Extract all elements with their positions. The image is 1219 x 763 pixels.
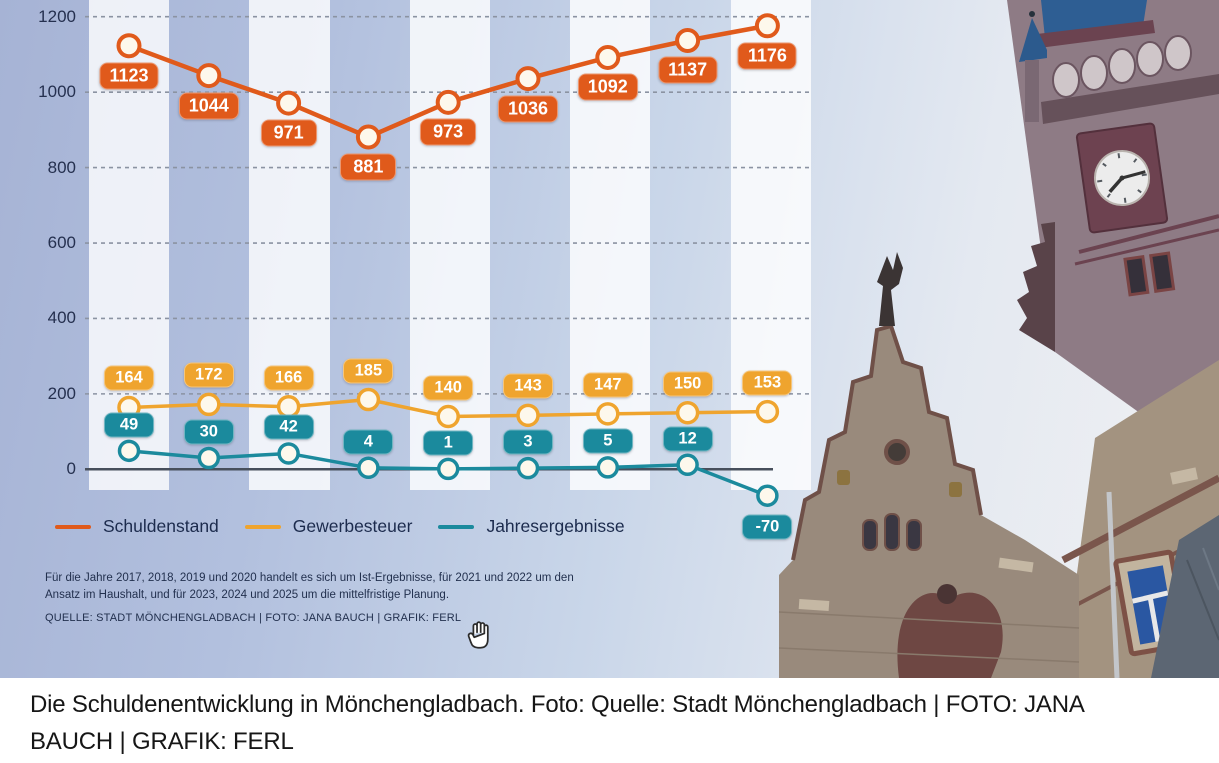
value-badge-gewerbesteuer-2017: 164 — [104, 365, 154, 391]
marker-gewerbesteuer-2021 — [436, 404, 460, 429]
clock-tower — [1007, 0, 1219, 470]
marker-gewerbesteuer-2022 — [516, 403, 540, 428]
legend: Schuldenstand Gewerbesteuer Jahresergebn… — [55, 516, 625, 537]
value-badge-schuldenstand-2019: 971 — [260, 119, 317, 147]
value-badge-gewerbesteuer-2019: 166 — [263, 365, 314, 391]
legend-swatch-orange — [55, 524, 91, 529]
marker-schuldenstand-2024 — [675, 27, 701, 53]
value-badge-schuldenstand-2022: 1036 — [497, 95, 559, 123]
building-right-wing — [1061, 360, 1219, 678]
value-badge-gewerbesteuer-2021: 140 — [423, 375, 474, 400]
value-badge-schuldenstand-2018: 1044 — [178, 92, 239, 120]
value-badge-jahresergebnisse-2024: 12 — [662, 426, 713, 452]
legend-item-jahresergebnisse: Jahresergebnisse — [438, 516, 625, 537]
value-badge-gewerbesteuer-2025: 153 — [742, 370, 793, 396]
source-credit: QUELLE: STADT MÖNCHENGLADBACH | FOTO: JA… — [45, 612, 462, 624]
marker-schuldenstand-2023 — [595, 44, 621, 70]
value-badge-schuldenstand-2021: 973 — [420, 118, 477, 146]
tower-pinnacle — [1019, 18, 1047, 62]
marker-schuldenstand-2022 — [515, 66, 541, 92]
tower-window — [1149, 251, 1176, 293]
building-gable — [779, 252, 1080, 678]
marker-jahresergebnisse-2021 — [436, 457, 460, 481]
value-badge-gewerbesteuer-2023: 147 — [582, 372, 633, 398]
y-axis-tick-200: 200 — [47, 383, 76, 403]
marker-jahresergebnisse-2019 — [277, 442, 300, 465]
caption-text: Die Schuldenentwicklung in Mönchengladba… — [30, 691, 1084, 755]
slate-roof — [1151, 515, 1219, 678]
marker-schuldenstand-2018 — [196, 63, 222, 89]
marker-schuldenstand-2021 — [435, 89, 461, 115]
marker-jahresergebnisse-2023 — [596, 456, 620, 479]
marker-jahresergebnisse-2025 — [756, 484, 779, 507]
y-axis-tick-400: 400 — [47, 308, 76, 328]
value-badge-schuldenstand-2023: 1092 — [577, 73, 638, 101]
y-axis-tick-0: 0 — [66, 459, 76, 479]
footnote: Für die Jahre 2017, 2018, 2019 und 2020 … — [45, 572, 574, 601]
marker-jahresergebnisse-2017 — [117, 439, 141, 463]
line-chart — [85, 13, 812, 507]
legend-swatch-teal — [438, 524, 475, 529]
gable-trim — [791, 323, 983, 561]
value-badge-jahresergebnisse-2022: 3 — [503, 429, 553, 455]
value-badge-schuldenstand-2024: 1137 — [658, 56, 718, 84]
value-badge-jahresergebnisse-2018: 30 — [183, 419, 234, 445]
legend-item-schuldenstand: Schuldenstand — [55, 516, 219, 537]
clock-hour-hand — [1108, 176, 1124, 193]
legend-item-gewerbesteuer: Gewerbesteuer — [244, 516, 413, 537]
legend-label: Jahresergebnisse — [486, 516, 625, 536]
value-badge-schuldenstand-2025: 1176 — [737, 42, 797, 70]
value-badge-gewerbesteuer-2020: 185 — [343, 358, 394, 384]
marker-gewerbesteuer-2023 — [596, 402, 620, 426]
marker-schuldenstand-2020 — [355, 124, 381, 150]
clock — [1075, 122, 1169, 234]
y-axis-tick-1000: 1000 — [38, 82, 76, 102]
value-badge-jahresergebnisse-2021: 1 — [423, 430, 474, 456]
marker-schuldenstand-2017 — [116, 33, 142, 59]
value-badge-jahresergebnisse-2020: 4 — [343, 429, 394, 455]
clock-minute-hand — [1121, 170, 1146, 180]
marker-jahresergebnisse-2022 — [516, 456, 540, 480]
marker-jahresergebnisse-2018 — [197, 446, 221, 470]
marker-gewerbesteuer-2025 — [755, 399, 780, 424]
town-hall-photo — [779, 0, 1219, 678]
marker-gewerbesteuer-2018 — [197, 392, 221, 417]
marker-gewerbesteuer-2020 — [356, 387, 381, 412]
marker-gewerbesteuer-2019 — [276, 394, 301, 419]
hand-cursor-icon — [467, 621, 489, 649]
legend-label: Gewerbesteuer — [292, 516, 413, 536]
legend-label: Schuldenstand — [103, 516, 219, 536]
marker-gewerbesteuer-2024 — [675, 400, 700, 425]
value-badge-jahresergebnisse-2025: -70 — [742, 514, 793, 540]
tower-window — [1123, 255, 1150, 297]
value-badge-gewerbesteuer-2024: 150 — [662, 371, 713, 397]
shield-ornament — [949, 482, 962, 497]
caption-bar: Die Schuldenentwicklung in Mönchengladba… — [0, 678, 1219, 763]
shield-ornament — [837, 470, 850, 485]
value-badge-schuldenstand-2020: 881 — [340, 153, 397, 181]
marker-jahresergebnisse-2020 — [357, 456, 380, 480]
y-axis-tick-1200: 1200 — [38, 6, 76, 26]
downspout — [1106, 491, 1120, 678]
legend-swatch-yellow — [244, 524, 281, 529]
tower-ledges — [1017, 222, 1055, 352]
value-badge-gewerbesteuer-2022: 143 — [503, 373, 553, 399]
marker-schuldenstand-2025 — [754, 13, 780, 39]
value-badge-gewerbesteuer-2018: 172 — [183, 362, 234, 388]
value-badge-schuldenstand-2017: 1123 — [99, 62, 159, 90]
gable-finial — [877, 252, 903, 326]
value-badge-jahresergebnisse-2023: 5 — [582, 428, 633, 454]
marker-schuldenstand-2019 — [276, 90, 302, 116]
value-badge-jahresergebnisse-2019: 42 — [263, 414, 314, 440]
y-axis-tick-600: 600 — [47, 233, 76, 253]
marker-jahresergebnisse-2024 — [676, 453, 699, 477]
gable-oculus — [884, 439, 910, 465]
value-badge-jahresergebnisse-2017: 49 — [104, 412, 154, 438]
y-axis-tick-800: 800 — [47, 157, 76, 177]
